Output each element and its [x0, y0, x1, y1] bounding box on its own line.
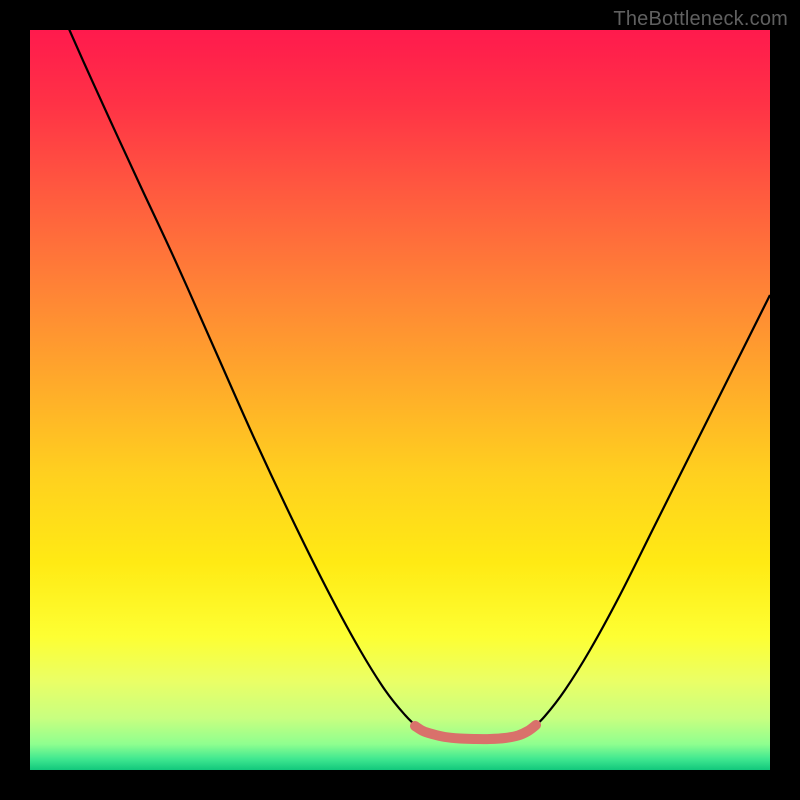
watermark-text: TheBottleneck.com — [613, 8, 788, 31]
chart-container: TheBottleneck.com — [0, 0, 800, 800]
plot-background — [30, 30, 770, 770]
bottleneck-chart — [0, 0, 800, 800]
